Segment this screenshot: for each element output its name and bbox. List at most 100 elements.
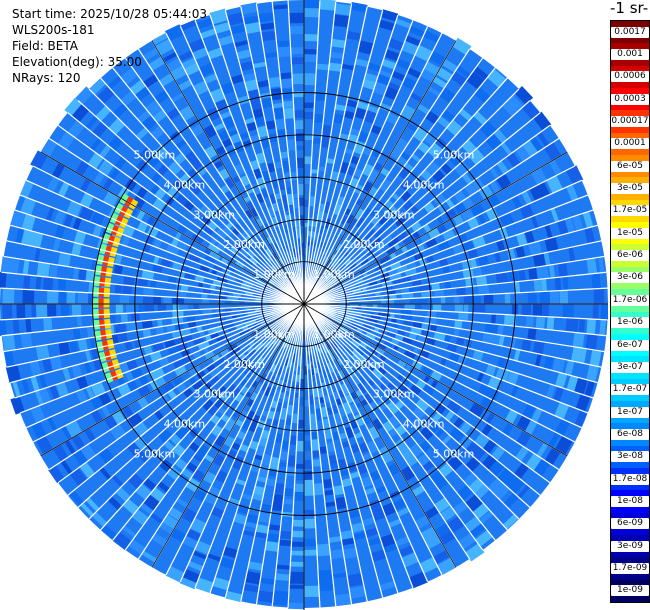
gate-cell bbox=[215, 242, 227, 252]
gate-cell bbox=[424, 506, 440, 520]
gate-cell bbox=[212, 356, 226, 368]
gate-cell bbox=[356, 278, 364, 284]
gate-cell bbox=[417, 141, 431, 155]
gate-cell bbox=[114, 156, 127, 170]
gate-cell bbox=[181, 57, 197, 69]
gate-cell bbox=[240, 385, 249, 395]
gate-cell bbox=[423, 30, 441, 43]
gate-cell bbox=[104, 415, 118, 430]
feature-cell bbox=[128, 198, 139, 210]
gate-cell bbox=[265, 248, 273, 258]
gate-cell bbox=[436, 115, 451, 129]
ring-label: 5.00km bbox=[134, 448, 176, 461]
gate-cell bbox=[493, 128, 508, 144]
gate-cell bbox=[250, 323, 262, 331]
gate-cell bbox=[254, 531, 268, 539]
gate-cell bbox=[289, 571, 304, 584]
gate-cell bbox=[304, 222, 309, 228]
gate-cell bbox=[546, 175, 563, 194]
gate-cell bbox=[477, 255, 490, 267]
gate-cell bbox=[296, 165, 304, 178]
gate-cell bbox=[555, 435, 573, 455]
ray-line bbox=[303, 26, 429, 305]
gate-cell bbox=[19, 180, 34, 198]
gate-cell bbox=[41, 138, 58, 157]
gate-cell bbox=[242, 325, 249, 331]
gate-cell bbox=[256, 80, 270, 88]
gate-cell bbox=[177, 79, 193, 91]
gate-cell bbox=[244, 571, 262, 585]
gate-cell bbox=[454, 160, 471, 177]
gate-cell bbox=[122, 525, 137, 538]
gate-cell bbox=[477, 213, 487, 225]
gate-cell bbox=[426, 310, 437, 318]
gate-cell bbox=[244, 319, 257, 327]
colorbar-tick-label: 1.7e-08 bbox=[611, 473, 649, 485]
feature-cell bbox=[98, 298, 104, 308]
gate-cell bbox=[200, 28, 217, 39]
gate-cell bbox=[183, 62, 200, 76]
gate-cell bbox=[459, 232, 468, 244]
gate-cell bbox=[452, 37, 472, 55]
gate-cell bbox=[434, 427, 445, 438]
gate-cell bbox=[0, 256, 12, 274]
gate-cell bbox=[196, 369, 207, 380]
ray-line bbox=[179, 303, 305, 582]
gate-cell bbox=[83, 361, 92, 375]
ray-line bbox=[303, 303, 399, 594]
ray-line bbox=[303, 303, 484, 551]
gate-cell bbox=[426, 174, 440, 189]
gate-cell bbox=[364, 527, 379, 538]
gate-cell bbox=[338, 369, 346, 379]
gate-cell bbox=[311, 450, 321, 458]
gate-cell bbox=[406, 67, 422, 79]
gate-cell bbox=[440, 162, 453, 175]
ring-label: 1.00km bbox=[313, 328, 355, 341]
gate-cell bbox=[423, 61, 441, 76]
gate-cell bbox=[316, 361, 323, 373]
gate-cell bbox=[575, 393, 591, 412]
gate-cell bbox=[4, 350, 15, 368]
gate-cell bbox=[424, 533, 442, 550]
gate-cell bbox=[282, 281, 290, 289]
gate-cell bbox=[174, 424, 190, 440]
gate-cell bbox=[73, 230, 87, 245]
colorbar-title: -1 sr- bbox=[610, 0, 649, 17]
gate-cell bbox=[281, 440, 290, 450]
gate-cell bbox=[136, 220, 149, 233]
gate-cell bbox=[386, 401, 400, 415]
gate-cell bbox=[277, 340, 282, 347]
gate-cell bbox=[172, 297, 185, 304]
gate-cell bbox=[246, 371, 253, 379]
gate-cell bbox=[323, 258, 330, 267]
gate-cell bbox=[146, 215, 156, 227]
gate-cell bbox=[402, 235, 414, 246]
gate-cell bbox=[228, 360, 238, 369]
gate-cell bbox=[352, 349, 361, 358]
gate-cell bbox=[251, 380, 259, 389]
gate-cell bbox=[245, 258, 254, 266]
gate-cell bbox=[479, 396, 492, 410]
gate-cell bbox=[381, 502, 397, 517]
feature-cell bbox=[103, 298, 110, 308]
gate-cell bbox=[223, 322, 235, 330]
gate-cell bbox=[412, 346, 420, 355]
feature-cell bbox=[98, 287, 105, 298]
gate-cell bbox=[429, 470, 445, 485]
gate-cell bbox=[322, 344, 329, 354]
gate-cell bbox=[304, 34, 319, 42]
gate-cell bbox=[206, 363, 216, 373]
gate-cell bbox=[251, 333, 260, 342]
colorbar-tick-label: 1e-08 bbox=[611, 495, 649, 507]
gate-cell bbox=[329, 342, 339, 354]
gate-cell bbox=[166, 324, 176, 333]
ray-line bbox=[303, 124, 551, 305]
gate-cell bbox=[217, 129, 230, 141]
gate-cell bbox=[354, 207, 365, 221]
gate-cell bbox=[496, 173, 512, 190]
feature-cell bbox=[93, 319, 100, 330]
gate-cell bbox=[276, 239, 283, 250]
gate-cell bbox=[259, 577, 276, 585]
gate-cell bbox=[204, 454, 215, 463]
gate-cell bbox=[379, 255, 391, 265]
